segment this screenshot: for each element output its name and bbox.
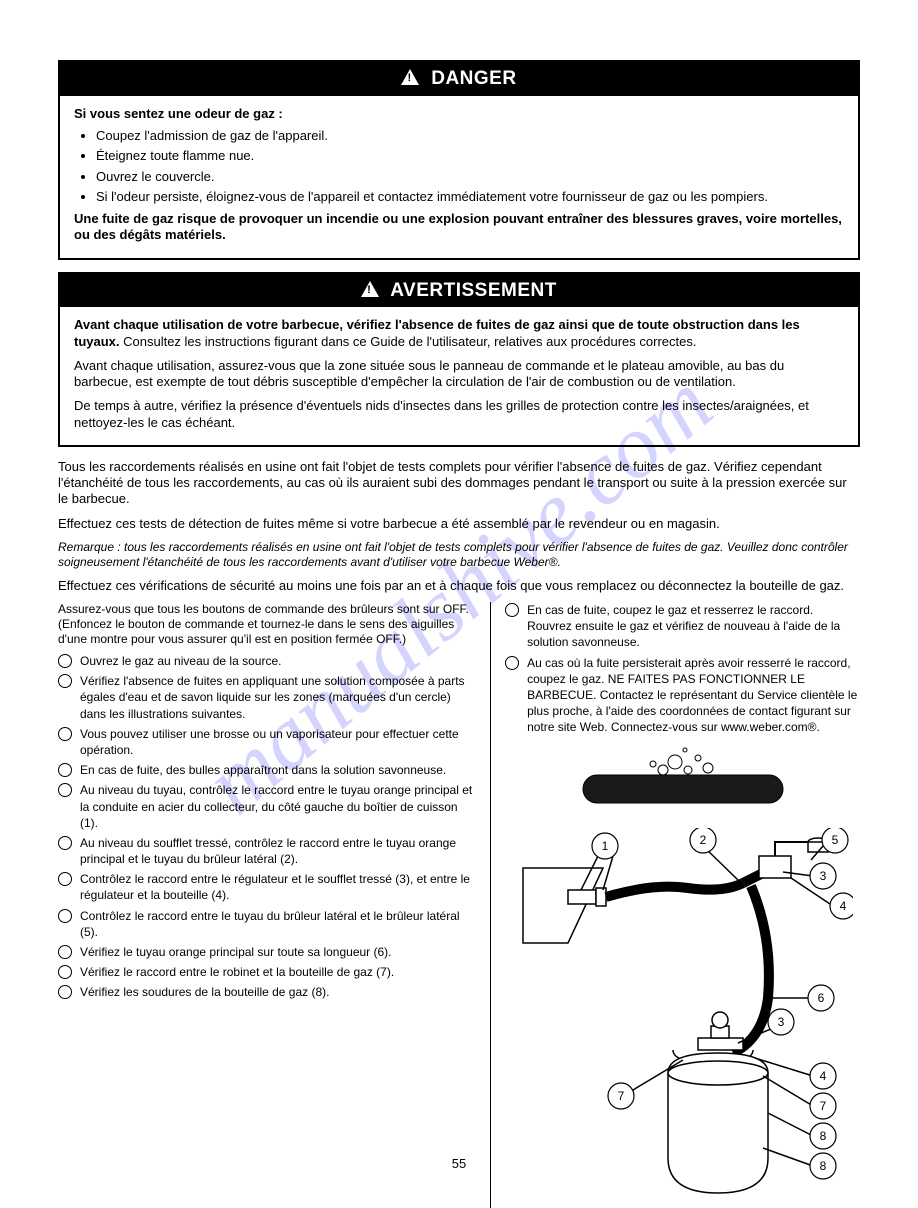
danger-lead: Si vous sentez une odeur de gaz : xyxy=(74,106,283,121)
intro-p2: Effectuez ces tests de détection de fuit… xyxy=(58,516,860,532)
callout-2: 2 xyxy=(699,833,706,847)
list-item-text: Contrôlez le raccord entre le tuyau du b… xyxy=(80,908,476,940)
list-item-text: Au cas où la fuite persisterait après av… xyxy=(527,655,860,736)
callout-7: 7 xyxy=(617,1089,624,1103)
list-item: Vérifiez le raccord entre le robinet et … xyxy=(58,964,476,980)
warning-header-text: AVERTISSEMENT xyxy=(390,280,557,301)
list-item-text: Ouvrez le gaz au niveau de la source. xyxy=(80,653,281,669)
bubbles-hose-figure xyxy=(573,740,793,810)
list-item-text: Vérifiez le tuyau orange principal sur t… xyxy=(80,944,392,960)
list-item: En cas de fuite, coupez le gaz et resser… xyxy=(505,602,860,651)
list-item: Vérifiez l'absence de fuites en appliqua… xyxy=(58,673,476,722)
circle-bullet-icon xyxy=(58,965,72,979)
callout-6: 6 xyxy=(817,991,824,1005)
list-item: Vérifiez les soudures de la bouteille de… xyxy=(58,984,476,1000)
list-item-text: Vérifiez le raccord entre le robinet et … xyxy=(80,964,394,980)
danger-item: Ouvrez le couvercle. xyxy=(96,169,844,185)
left-first-text: Assurez-vous que tous les boutons de com… xyxy=(58,602,476,647)
circle-bullet-icon xyxy=(58,654,72,668)
intro-note: Remarque : tous les raccordements réalis… xyxy=(58,540,860,570)
danger-box: DANGER Si vous sentez une odeur de gaz :… xyxy=(58,60,860,260)
two-column-region: Assurez-vous que tous les boutons de com… xyxy=(58,602,860,1208)
warning-p3: De temps à autre, vérifiez la présence d… xyxy=(74,398,844,431)
intro-p1: Tous les raccordements réalisés en usine… xyxy=(58,459,860,508)
list-item: Vous pouvez utiliser une brosse ou un va… xyxy=(58,726,476,758)
circle-bullet-icon xyxy=(58,872,72,886)
callout-4: 4 xyxy=(839,899,846,913)
list-item: En cas de fuite, des bulles apparaîtront… xyxy=(58,762,476,778)
callout-4b: 4 xyxy=(819,1069,826,1083)
right-column: En cas de fuite, coupez le gaz et resser… xyxy=(491,602,860,1208)
danger-item: Si l'odeur persiste, éloignez-vous de l'… xyxy=(96,189,844,205)
list-item: Ouvrez le gaz au niveau de la source. xyxy=(58,653,476,669)
left-column: Assurez-vous que tous les boutons de com… xyxy=(58,602,491,1208)
circle-bullet-icon xyxy=(505,656,519,670)
list-item-text: Au niveau du soufflet tressé, contrôlez … xyxy=(80,835,476,867)
danger-header-text: DANGER xyxy=(431,68,516,89)
warning-triangle-icon xyxy=(401,69,419,85)
circle-bullet-icon xyxy=(58,985,72,999)
list-item: Au niveau du soufflet tressé, contrôlez … xyxy=(58,835,476,867)
list-item-text: Vérifiez les soudures de la bouteille de… xyxy=(80,984,329,1000)
circle-bullet-icon xyxy=(58,783,72,797)
circle-bullet-icon xyxy=(58,674,72,688)
callout-8b: 8 xyxy=(819,1159,826,1173)
danger-item: Coupez l'admission de gaz de l'appareil. xyxy=(96,128,844,144)
list-item: Contrôlez le raccord entre le régulateur… xyxy=(58,871,476,903)
list-item-text: Vous pouvez utiliser une brosse ou un va… xyxy=(80,726,476,758)
callout-3b: 3 xyxy=(777,1015,784,1029)
warning-header: AVERTISSEMENT xyxy=(60,274,858,308)
list-item: Vérifiez le tuyau orange principal sur t… xyxy=(58,944,476,960)
callout-1: 1 xyxy=(601,839,608,853)
warning-body: Avant chaque utilisation de votre barbec… xyxy=(60,307,858,445)
warning-box: AVERTISSEMENT Avant chaque utilisation d… xyxy=(58,272,860,447)
assembly-diagram: 1 2 3 4 5 6 3 7 4 7 8 8 xyxy=(513,828,853,1208)
list-item-text: Contrôlez le raccord entre le régulateur… xyxy=(80,871,476,903)
intro-block: Tous les raccordements réalisés en usine… xyxy=(58,459,860,594)
circle-bullet-icon xyxy=(58,763,72,777)
list-item: Contrôlez le raccord entre le tuyau du b… xyxy=(58,908,476,940)
warning-tail-inline: Consultez les instructions figurant dans… xyxy=(120,334,697,349)
list-item-text: Au niveau du tuyau, contrôlez le raccord… xyxy=(80,782,476,831)
list-item-text: En cas de fuite, des bulles apparaîtront… xyxy=(80,762,446,778)
circle-bullet-icon xyxy=(58,836,72,850)
callout-8: 8 xyxy=(819,1129,826,1143)
circle-bullet-icon xyxy=(58,945,72,959)
danger-list: Coupez l'admission de gaz de l'appareil.… xyxy=(74,128,844,205)
list-item: Au cas où la fuite persisterait après av… xyxy=(505,655,860,736)
danger-tail: Une fuite de gaz risque de provoquer un … xyxy=(74,211,844,244)
list-item-text: En cas de fuite, coupez le gaz et resser… xyxy=(527,602,860,651)
callout-5: 5 xyxy=(831,833,838,847)
warning-triangle-icon xyxy=(361,281,379,297)
callout-7b: 7 xyxy=(819,1099,826,1113)
circle-bullet-icon xyxy=(58,727,72,741)
warning-p2: Avant chaque utilisation, assurez-vous q… xyxy=(74,358,844,391)
danger-item: Éteignez toute flamme nue. xyxy=(96,148,844,164)
danger-body: Si vous sentez une odeur de gaz : Coupez… xyxy=(60,96,858,258)
callout-3: 3 xyxy=(819,869,826,883)
list-item-text: Vérifiez l'absence de fuites en appliqua… xyxy=(80,673,476,722)
intro-p3: Effectuez ces vérifications de sécurité … xyxy=(58,578,860,594)
circle-bullet-icon xyxy=(505,603,519,617)
list-item: Au niveau du tuyau, contrôlez le raccord… xyxy=(58,782,476,831)
circle-bullet-icon xyxy=(58,909,72,923)
danger-header: DANGER xyxy=(60,62,858,96)
